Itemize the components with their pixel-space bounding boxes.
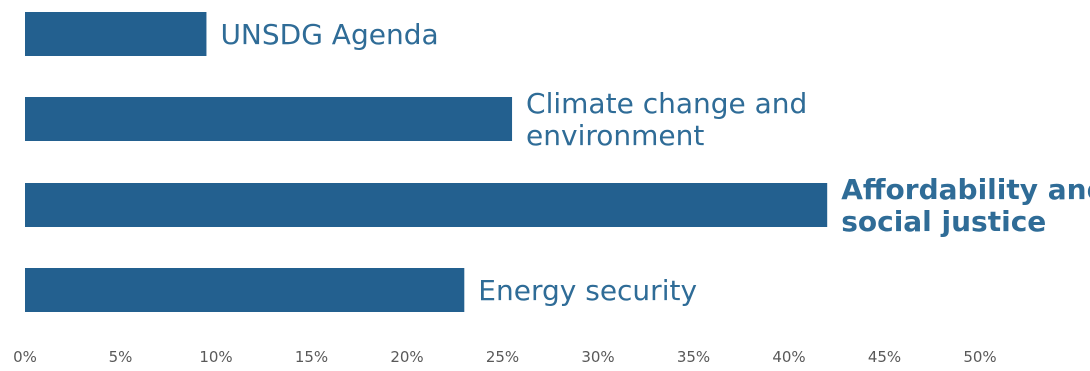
x-axis-ticks: 0% 5% 10% 15% 20% 25% 30% 35% 40% 45% 50% xyxy=(13,348,997,366)
x-tick-label: 40% xyxy=(772,348,805,366)
x-tick-label: 20% xyxy=(390,348,423,366)
bar-label-line: social justice xyxy=(841,205,1046,238)
bar-3 xyxy=(25,183,828,227)
bars-group xyxy=(25,12,828,312)
x-tick-label: 50% xyxy=(963,348,996,366)
x-tick-label: 10% xyxy=(199,348,232,366)
bar-label-2: Climate change and environment xyxy=(526,87,807,152)
x-tick-label: 5% xyxy=(109,348,133,366)
bar-label-1: UNSDG Agenda xyxy=(220,18,438,51)
bar-label-line: Climate change and xyxy=(526,87,807,120)
bar-label-4: Energy security xyxy=(478,274,697,307)
x-tick-label: 45% xyxy=(868,348,901,366)
bar-2 xyxy=(25,97,513,141)
x-tick-label: 15% xyxy=(295,348,328,366)
x-tick-label: 25% xyxy=(486,348,519,366)
x-tick-label: 0% xyxy=(13,348,37,366)
x-tick-label: 30% xyxy=(581,348,614,366)
bar-label-3: Affordability and social justice xyxy=(841,173,1090,238)
bar-label-line: UNSDG Agenda xyxy=(220,18,438,51)
bar-4 xyxy=(25,268,465,312)
bar-labels-group: UNSDG Agenda Climate change and environmen… xyxy=(220,18,1090,307)
bar-label-line: environment xyxy=(526,119,704,152)
bar-1 xyxy=(25,12,207,56)
x-tick-label: 35% xyxy=(677,348,710,366)
bar-label-line: Affordability and xyxy=(841,173,1090,206)
bar-label-line: Energy security xyxy=(478,274,697,307)
